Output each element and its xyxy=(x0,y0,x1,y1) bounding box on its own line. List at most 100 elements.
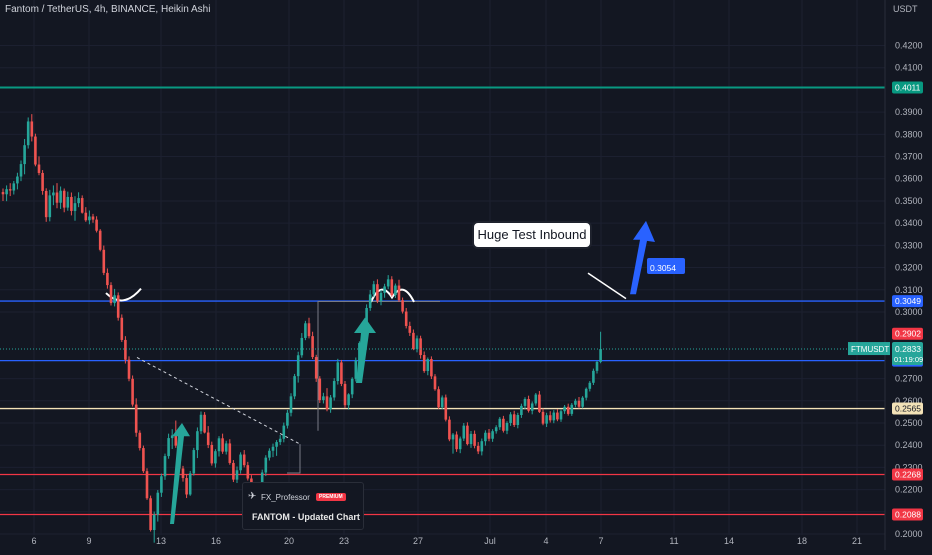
rocket-icon: ✈ xyxy=(248,491,257,502)
candle-body xyxy=(160,476,163,493)
x-tick-label: 11 xyxy=(669,536,678,546)
candle-body xyxy=(415,338,419,350)
level-price-tag xyxy=(892,402,923,415)
level-price-tag-text: 0.4011 xyxy=(895,82,921,92)
candle-body xyxy=(23,145,26,165)
candle-body xyxy=(329,397,332,410)
y-tick-label: 0.3100 xyxy=(895,285,923,295)
candle-body xyxy=(12,183,16,191)
candle-body xyxy=(350,378,354,395)
candle-body xyxy=(563,406,566,412)
candle-body xyxy=(296,355,300,377)
y-tick-label: 0.3500 xyxy=(895,196,923,206)
candle-body xyxy=(145,471,149,499)
candle-body xyxy=(376,284,379,302)
y-tick-label: 0.3400 xyxy=(895,218,923,228)
price-tag-drawing-text: 0.3054 xyxy=(650,263,676,273)
time-axis[interactable]: 6 9 13 16 20 23 27 Jul 4 7 11 14 18 21 xyxy=(31,536,862,546)
arrow-up-icon xyxy=(170,422,190,525)
candle-body xyxy=(502,418,505,431)
y-tick-label: 0.3300 xyxy=(895,240,923,250)
symbol-tag xyxy=(848,342,890,356)
candle-body xyxy=(372,284,376,295)
candle-body xyxy=(584,388,588,398)
candle-body xyxy=(52,192,55,196)
candle-body xyxy=(509,414,512,423)
candle-body xyxy=(523,399,527,406)
candle-body xyxy=(527,399,530,411)
candle-body xyxy=(228,443,232,463)
candle-body xyxy=(336,362,340,382)
price-axis-unit: USDT xyxy=(893,4,918,14)
candle-body xyxy=(192,450,196,474)
candle-body xyxy=(559,411,563,420)
y-tick-label: 0.4200 xyxy=(895,41,923,51)
y-tick-label: 0.2500 xyxy=(895,418,923,428)
y-tick-label: 0.3700 xyxy=(895,152,923,162)
publication-card[interactable]: ✈ FX_Professor PREMIUM FANTOM - Updated … xyxy=(242,482,364,530)
candle-body xyxy=(124,339,127,360)
arrow-up-icon xyxy=(354,317,376,384)
x-tick-label: 4 xyxy=(543,536,548,546)
candle-series xyxy=(1,114,602,543)
premium-badge: PREMIUM xyxy=(316,493,346,501)
x-tick-label: 18 xyxy=(797,536,807,546)
candle-body xyxy=(397,285,401,301)
y-tick-label: 0.3000 xyxy=(895,307,923,317)
candle-body xyxy=(412,332,415,350)
price-tag-text: 0.2902 xyxy=(895,329,921,339)
candle-body xyxy=(203,414,206,433)
candle-body xyxy=(156,492,160,515)
candle-body xyxy=(520,405,523,415)
candle-body xyxy=(59,190,62,203)
candle-body xyxy=(541,411,545,424)
price-axis[interactable]: 0.4200 0.4100 0.3900 0.3800 0.3700 0.3600 0.35… xyxy=(895,41,923,539)
candle-body xyxy=(476,445,480,452)
candle-body xyxy=(588,382,592,389)
candle-body xyxy=(444,397,448,420)
candle-body xyxy=(314,357,318,379)
y-tick-label: 0.2300 xyxy=(895,462,923,472)
candle-body xyxy=(16,176,19,184)
candle-body xyxy=(264,457,268,473)
candle-body xyxy=(30,121,34,137)
x-tick-label: Jul xyxy=(484,536,496,546)
candle-body xyxy=(383,286,386,293)
candle-body xyxy=(268,450,271,458)
candle-body xyxy=(138,432,142,449)
y-tick-label: 0.3900 xyxy=(895,107,923,117)
candle-body xyxy=(167,438,170,457)
last-price-tag xyxy=(892,342,923,366)
candle-body xyxy=(26,121,30,146)
x-tick-label: 20 xyxy=(284,536,294,546)
candle-body xyxy=(455,434,458,450)
candle-body xyxy=(174,435,178,446)
candle-body xyxy=(592,370,595,383)
level-price-tag-text: 0.2268 xyxy=(895,470,921,480)
candle-body xyxy=(232,462,235,480)
candle-body xyxy=(491,431,494,439)
candle-body xyxy=(289,396,293,413)
author-name[interactable]: FX_Professor xyxy=(261,493,310,502)
candle-body xyxy=(242,454,246,466)
candle-body xyxy=(577,400,581,407)
candle-body xyxy=(286,412,289,426)
x-tick-label: 7 xyxy=(598,536,603,546)
candle-body xyxy=(102,249,106,273)
candle-body xyxy=(386,279,390,287)
candle-body xyxy=(318,378,322,401)
x-tick-label: 27 xyxy=(413,536,423,546)
candle-body xyxy=(127,359,131,379)
candle-body xyxy=(221,438,224,452)
candle-body xyxy=(88,216,91,221)
candle-body xyxy=(37,164,41,173)
candle-body xyxy=(480,441,484,452)
candle-body xyxy=(1,192,5,195)
candle-body xyxy=(106,272,109,286)
y-tick-label: 0.2400 xyxy=(895,440,923,450)
x-tick-label: 6 xyxy=(31,536,36,546)
candle-body xyxy=(275,442,278,447)
